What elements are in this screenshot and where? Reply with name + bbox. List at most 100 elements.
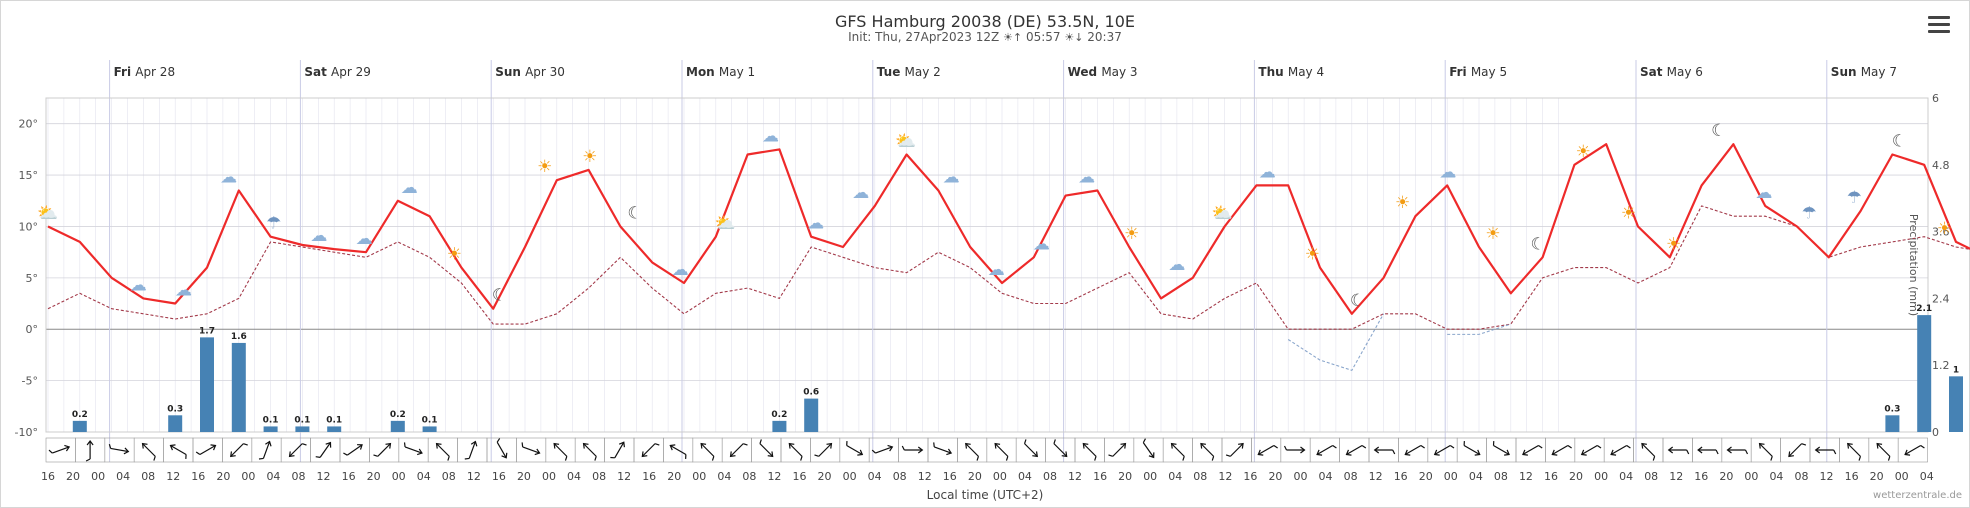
x-tick-label: 08	[1494, 470, 1508, 483]
wind-shaft	[875, 446, 893, 454]
wind-shaft	[1463, 444, 1480, 456]
wind-arrow-icon	[1788, 443, 1807, 458]
precip-bars: 0.2 0.3 1.7 1.6 0.1 0.1 0.1 0.2 0.1 0.2 0.6 0.3 2.1 1…	[72, 304, 1963, 432]
wind-arrow-icon	[965, 442, 980, 461]
wind-arrow-icon	[521, 442, 541, 456]
wind-shaft	[1552, 444, 1569, 456]
weather-cloud-icon: ☁	[1755, 183, 1772, 203]
y2-tick-label: 6	[1932, 92, 1939, 105]
wind-arrow-icon	[1904, 444, 1925, 456]
wind-row	[45, 437, 1928, 463]
wind-barb	[685, 454, 687, 460]
wind-arrow-icon	[1200, 442, 1215, 461]
x-tick-label: 00	[392, 470, 406, 483]
wind-barb	[403, 442, 406, 447]
wind-shaft	[289, 443, 303, 457]
wind-head	[1814, 446, 1821, 454]
x-tick-label: 16	[41, 470, 55, 483]
x-tick-label: 16	[943, 470, 957, 483]
wind-head	[1551, 449, 1558, 456]
x-tick-label: 00	[91, 470, 105, 483]
wind-shaft	[1082, 443, 1097, 457]
precip-bar	[1917, 315, 1932, 432]
wind-arrow-icon	[1170, 442, 1185, 461]
day-label: Sat May 6	[1640, 65, 1703, 79]
x-tick-label: 00	[1895, 470, 1909, 483]
wind-head	[917, 446, 924, 454]
wind-head	[1433, 449, 1440, 456]
weather-cloud-icon: ☁	[1259, 162, 1276, 182]
x-tick-label: 00	[843, 470, 857, 483]
x-tick-label: 04	[717, 470, 731, 483]
x-tick-label: 20	[1719, 470, 1733, 483]
wind-shaft	[1200, 443, 1215, 457]
wind-barb	[711, 456, 715, 461]
wind-head	[230, 451, 236, 458]
precip-label: 1.6	[231, 332, 247, 342]
wind-head	[1610, 449, 1617, 456]
wind-barb	[447, 456, 450, 461]
wind-barb	[185, 454, 187, 460]
x-tick-label: 04	[1619, 470, 1633, 483]
wind-barb	[343, 452, 348, 456]
dewpoint-line-below-zero	[1287, 313, 1511, 371]
weather-cloud-icon: ☁	[401, 178, 418, 198]
x-tick-label: 00	[542, 470, 556, 483]
wind-shaft	[788, 443, 803, 457]
wind-barb	[933, 442, 935, 447]
x-tick-label: 08	[1344, 470, 1358, 483]
wind-head	[1082, 442, 1089, 449]
wind-shaft	[1346, 444, 1363, 456]
init-text: Init: Thu, 27Apr2023 12Z	[848, 30, 1000, 44]
wind-arrow-icon	[1847, 442, 1862, 461]
wind-arrow-icon	[230, 443, 248, 458]
x-tick-label: 20	[968, 470, 982, 483]
x-tick-label: 04	[1168, 470, 1182, 483]
wind-head	[265, 440, 272, 447]
wind-barb	[258, 457, 264, 460]
chart-subtitle: Init: Thu, 27Apr2023 12Z ☀↑ 05:57 ☀↓ 20:…	[0, 30, 1970, 44]
precip-label: 0.1	[422, 415, 438, 425]
y-tick-label: -10°	[15, 426, 38, 439]
weather-moon-icon: ☾	[1350, 291, 1365, 311]
x-tick-label: 12	[617, 470, 631, 483]
wind-barb	[1449, 444, 1455, 449]
x-tick-label: 16	[191, 470, 205, 483]
day-label: Sat Apr 29	[304, 65, 371, 79]
wind-shaft	[1405, 444, 1422, 456]
precip-bar	[1949, 376, 1963, 432]
x-axis-label: Local time (UTC+2)	[926, 488, 1044, 502]
wind-head	[64, 444, 71, 452]
y2-tick-label: 1.2	[1932, 359, 1950, 372]
wind-head	[1758, 442, 1765, 449]
wind-shaft	[1053, 443, 1068, 457]
wind-arrow-icon	[1814, 446, 1837, 455]
wind-shaft	[230, 443, 244, 457]
wind-head	[1316, 449, 1323, 456]
wind-shaft	[142, 443, 156, 457]
day-label: Wed May 3	[1068, 65, 1138, 79]
weather-sun-icon: ☀	[1305, 245, 1320, 265]
x-tick-label: 08	[442, 470, 456, 483]
x-tick-label: 16	[492, 470, 506, 483]
x-tick-label: 20	[66, 470, 80, 483]
x-tick-label: 16	[1243, 470, 1257, 483]
wind-barb	[594, 456, 597, 461]
weather-cloud-icon: ☁	[175, 281, 192, 301]
wind-arrow-icon	[933, 442, 953, 456]
wind-head	[1170, 442, 1177, 449]
wind-head	[1580, 449, 1587, 456]
wind-head	[729, 451, 736, 458]
x-tick-label: 20	[1268, 470, 1282, 483]
x-tick-label: 16	[642, 470, 656, 483]
day-label: Fri May 5	[1449, 65, 1507, 79]
precip-bar	[231, 342, 246, 432]
wind-shaft	[1171, 443, 1185, 457]
wind-barb	[610, 456, 615, 459]
precip-label: 0.2	[771, 410, 787, 420]
wind-head	[1788, 451, 1794, 458]
day-label: Sun Apr 30	[495, 65, 565, 79]
menu-icon[interactable]	[1928, 16, 1950, 34]
wind-arrow-icon	[1345, 444, 1367, 456]
wind-shaft	[994, 443, 1009, 457]
